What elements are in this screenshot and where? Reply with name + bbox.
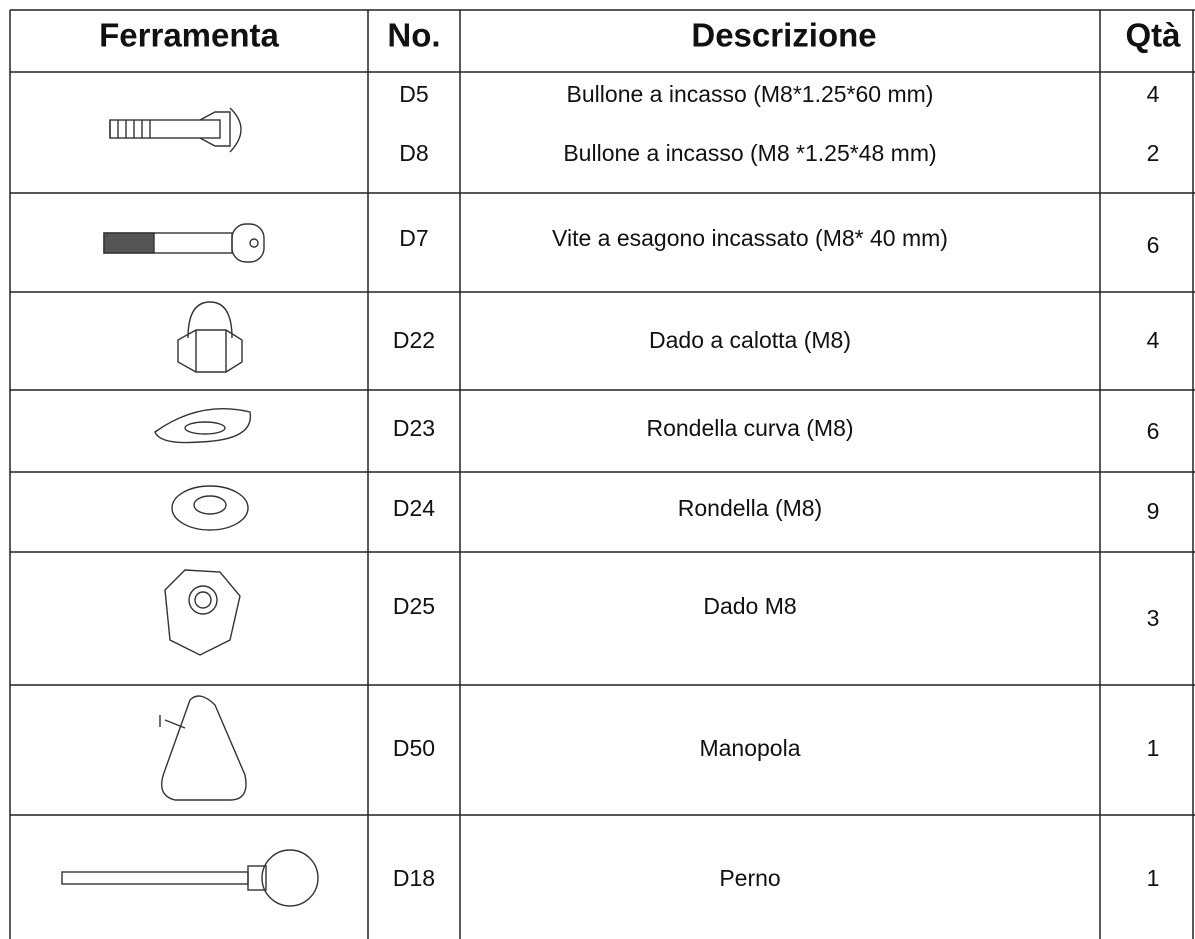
item-description: Bullone a incasso (M8*1.25*60 mm): [567, 81, 934, 107]
table-grid: [9, 9, 1195, 939]
item-no: D50: [393, 735, 435, 761]
icon-cap-nut: [177, 301, 243, 373]
item-no: D5: [399, 81, 428, 107]
item-no: D7: [399, 225, 428, 251]
item-description: Perno: [719, 865, 780, 891]
item-no: D24: [393, 495, 435, 521]
icon-knob: [159, 695, 247, 801]
header-descrizione: Descrizione: [691, 17, 876, 54]
icon-washer: [171, 485, 249, 531]
item-no: D22: [393, 327, 435, 353]
item-quantity: 6: [1147, 418, 1160, 444]
item-description: Vite a esagono incassato (M8* 40 mm): [552, 225, 948, 251]
item-quantity: 1: [1147, 735, 1160, 761]
item-quantity: 6: [1147, 232, 1160, 258]
icon-nut: [164, 569, 241, 656]
icon-pin: [61, 849, 319, 907]
item-quantity: 3: [1147, 605, 1160, 631]
item-quantity: 4: [1147, 327, 1160, 353]
item-no: D25: [393, 593, 435, 619]
item-description: Manopola: [699, 735, 800, 761]
item-no: D8: [399, 140, 428, 166]
item-no: D18: [393, 865, 435, 891]
item-quantity: 9: [1147, 498, 1160, 524]
item-quantity: 1: [1147, 865, 1160, 891]
item-description: Rondella curva (M8): [646, 415, 853, 441]
header-no: No.: [387, 17, 440, 54]
icon-hex-screw: [103, 223, 265, 263]
item-description: Dado a calotta (M8): [649, 327, 851, 353]
item-description: Bullone a incasso (M8 *1.25*48 mm): [563, 140, 936, 166]
header-ferramenta: Ferramenta: [99, 17, 279, 54]
item-description: Dado M8: [703, 593, 796, 619]
item-quantity: 2: [1147, 140, 1160, 166]
item-quantity: 4: [1147, 81, 1160, 107]
icon-bolt: [109, 107, 242, 153]
header-qta: Qtà: [1125, 17, 1181, 54]
item-description: Rondella (M8): [678, 495, 822, 521]
item-no: D23: [393, 415, 435, 441]
icon-curved-washer: [154, 408, 252, 444]
